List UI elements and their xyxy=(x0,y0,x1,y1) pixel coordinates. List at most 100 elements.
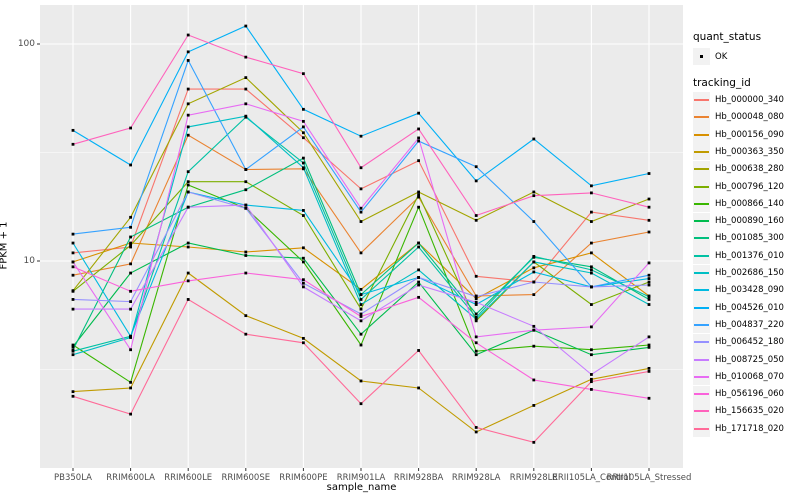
data-point xyxy=(359,315,363,318)
data-point xyxy=(244,203,248,207)
data-point xyxy=(590,377,593,381)
data-point xyxy=(647,273,651,277)
data-point xyxy=(186,133,190,137)
data-point xyxy=(71,343,75,347)
data-point xyxy=(532,328,536,332)
data-point xyxy=(244,55,248,59)
data-point xyxy=(244,271,248,275)
data-point xyxy=(359,343,363,347)
data-point xyxy=(474,317,478,321)
data-point xyxy=(186,50,190,54)
data-point xyxy=(71,348,75,352)
legend-entry-label: Hb_001085_300 xyxy=(715,233,784,244)
data-point xyxy=(129,380,132,384)
data-point xyxy=(590,184,593,188)
data-point xyxy=(71,394,75,398)
data-point xyxy=(359,287,363,291)
x-tick-label: RRIM600PE xyxy=(279,473,328,483)
data-point xyxy=(590,303,593,306)
data-point xyxy=(129,289,132,293)
data-point xyxy=(186,190,190,194)
line-key-icon xyxy=(693,229,710,247)
legend-entry: Hb_003428_090 xyxy=(693,281,784,299)
data-point xyxy=(129,262,132,266)
line-key-icon xyxy=(693,368,710,386)
data-point xyxy=(71,353,75,357)
data-point xyxy=(590,271,593,275)
data-point xyxy=(474,335,478,339)
data-point xyxy=(590,265,593,269)
data-point xyxy=(186,59,190,62)
legend-quant-status-ok: OK xyxy=(693,48,727,65)
data-point xyxy=(71,128,75,132)
data-point xyxy=(532,266,536,270)
data-point xyxy=(71,241,75,245)
data-point xyxy=(647,205,651,209)
data-point xyxy=(71,390,75,394)
data-point xyxy=(244,188,248,192)
data-point xyxy=(71,345,75,349)
data-point xyxy=(302,246,305,250)
x-tick-label: RRIM928LA xyxy=(451,473,501,483)
data-point xyxy=(474,353,478,357)
data-point xyxy=(474,274,478,278)
data-point xyxy=(129,348,132,352)
data-point xyxy=(647,197,651,201)
data-point xyxy=(244,206,248,210)
data-point xyxy=(474,303,478,306)
data-point xyxy=(532,324,536,328)
data-point xyxy=(71,298,75,301)
data-point xyxy=(647,298,651,301)
data-point xyxy=(359,319,363,323)
data-point xyxy=(302,214,305,217)
data-point xyxy=(359,312,363,316)
x-tick-label: RRIM928BA xyxy=(393,473,444,483)
data-point xyxy=(647,280,651,284)
data-point xyxy=(244,168,248,171)
data-point xyxy=(129,334,132,338)
data-point xyxy=(417,127,420,131)
data-point xyxy=(71,251,75,255)
data-point xyxy=(244,114,248,118)
data-point xyxy=(474,218,478,222)
data-point xyxy=(647,218,651,222)
legend-entry-label: Hb_010068_070 xyxy=(715,371,784,382)
data-point xyxy=(71,260,75,264)
data-point xyxy=(590,191,593,195)
data-point xyxy=(186,279,190,283)
data-point xyxy=(186,113,190,117)
data-point xyxy=(71,265,75,269)
data-point xyxy=(417,295,420,299)
data-point xyxy=(302,341,305,345)
data-point xyxy=(359,187,363,191)
legend-entry-label: Hb_000156_090 xyxy=(715,129,784,140)
data-point xyxy=(647,295,651,299)
data-point xyxy=(590,210,593,214)
data-point xyxy=(532,280,536,284)
data-point xyxy=(417,276,420,279)
legend-tracking-id-title: tracking_id xyxy=(693,77,751,89)
data-point xyxy=(302,285,305,289)
data-point xyxy=(417,193,420,197)
data-point xyxy=(186,125,190,129)
data-point xyxy=(359,332,363,336)
legend-entry: Hb_001376_010 xyxy=(693,247,784,265)
data-point xyxy=(302,131,305,135)
data-point xyxy=(474,312,478,316)
legend-entry-label: Hb_056196_060 xyxy=(715,389,784,400)
data-point xyxy=(417,280,420,284)
data-point xyxy=(590,285,593,289)
data-point xyxy=(244,24,248,28)
data-point xyxy=(417,205,420,209)
data-point xyxy=(302,125,305,129)
data-point xyxy=(359,307,363,311)
data-point xyxy=(532,260,536,264)
data-point xyxy=(590,251,593,255)
data-point xyxy=(129,307,132,311)
x-tick-label: RRIM600SE xyxy=(221,473,271,483)
data-point xyxy=(474,165,478,169)
data-point xyxy=(532,255,536,258)
legend-entry-label: Hb_008725_050 xyxy=(715,354,784,365)
legend-entry: Hb_000866_140 xyxy=(693,195,784,213)
